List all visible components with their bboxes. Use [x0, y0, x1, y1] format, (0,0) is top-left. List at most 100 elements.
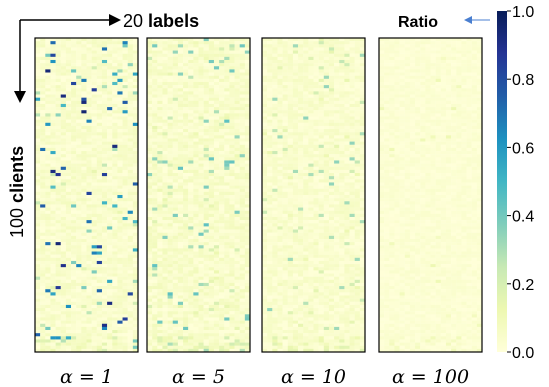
heatmap-cell — [172, 166, 179, 171]
heatmap-cell — [292, 160, 299, 164]
heatmap-cell — [122, 232, 128, 236]
heatmap-cell — [60, 63, 67, 67]
heatmap-cell — [277, 72, 283, 76]
heatmap-cell — [234, 38, 240, 42]
heatmap-cell — [239, 226, 245, 230]
heatmap-cell — [152, 122, 158, 127]
heatmap-cell — [65, 282, 72, 287]
heatmap-cell — [272, 132, 278, 136]
heatmap-cell — [183, 85, 189, 89]
heatmap-cell — [101, 223, 108, 227]
heatmap-cell — [81, 176, 87, 180]
heatmap-cell — [262, 125, 268, 130]
heatmap-cell — [91, 173, 97, 177]
heatmap-cell — [81, 56, 87, 61]
heatmap-cell — [60, 113, 67, 117]
heatmap-cell — [50, 308, 56, 312]
heatmap-cell — [198, 107, 204, 111]
heatmap-cell — [167, 289, 173, 293]
heatmap-cell — [292, 47, 299, 51]
heatmap-cell — [117, 141, 123, 145]
heatmap-cell — [152, 103, 158, 108]
heatmap-cell — [287, 163, 294, 167]
heatmap-cell — [91, 301, 97, 306]
heatmap-cell — [76, 47, 82, 51]
heatmap-cell — [127, 330, 133, 334]
heatmap-cell — [76, 113, 82, 117]
heatmap-cell — [339, 132, 345, 136]
heatmap-cell — [157, 141, 163, 145]
heatmap-cell — [152, 223, 158, 227]
heatmap-cell — [188, 88, 194, 92]
heatmap-cell — [277, 63, 283, 67]
heatmap-cell — [60, 47, 67, 51]
heatmap-cell — [101, 254, 108, 258]
heatmap-cell — [81, 304, 87, 309]
heatmap-cell — [172, 282, 179, 287]
heatmap-cell — [177, 78, 184, 83]
heatmap-cell — [213, 103, 220, 108]
heatmap-cell — [328, 169, 335, 174]
heatmap-cell — [339, 129, 345, 133]
heatmap-cell — [147, 163, 153, 167]
heatmap-cell — [50, 110, 56, 114]
heatmap-cell — [313, 59, 319, 64]
heatmap-cell — [198, 330, 204, 334]
heatmap-cell — [60, 38, 67, 42]
heatmap-cell — [239, 110, 245, 114]
heatmap-cell — [127, 238, 133, 243]
heatmap-cell — [229, 198, 235, 202]
heatmap-cell — [354, 160, 360, 164]
heatmap-cell — [96, 107, 103, 111]
heatmap-cell — [198, 226, 204, 230]
heatmap-cell — [298, 179, 304, 183]
heatmap-cell — [101, 289, 108, 293]
heatmap-cell — [65, 195, 72, 199]
heatmap-cell — [157, 116, 163, 120]
heatmap-cell — [71, 110, 77, 114]
heatmap-cell — [81, 47, 87, 51]
heatmap-cell — [239, 339, 245, 343]
heatmap-cell — [354, 125, 360, 130]
heatmap-cell — [86, 157, 92, 161]
heatmap-cell — [60, 185, 67, 189]
heatmap-cell — [349, 100, 355, 105]
heatmap-cell — [198, 132, 204, 136]
heatmap-cell — [112, 226, 118, 230]
heatmap-cell — [162, 41, 168, 45]
heatmap-cell — [219, 66, 225, 70]
heatmap-cell — [208, 216, 215, 221]
heatmap-cell — [71, 298, 77, 302]
heatmap-cell — [76, 223, 82, 227]
heatmap-cell — [208, 276, 215, 280]
heatmap-cell — [122, 342, 128, 346]
heatmap-cell — [35, 342, 41, 346]
heatmap-cell — [152, 163, 158, 167]
heatmap-cell — [117, 56, 123, 61]
heatmap-cell — [117, 270, 123, 274]
heatmap-cell — [193, 245, 199, 249]
heatmap-cell — [117, 260, 123, 265]
heatmap-cell — [91, 144, 97, 149]
heatmap-cell — [65, 141, 72, 145]
heatmap-cell — [172, 254, 179, 258]
heatmap-cell — [55, 213, 61, 218]
heatmap-cell — [328, 163, 335, 167]
heatmap-cell — [349, 41, 355, 45]
heatmap-cell — [323, 179, 330, 183]
heatmap-cell — [334, 173, 340, 177]
heatmap-cell — [172, 348, 179, 353]
heatmap-cell — [177, 336, 184, 340]
heatmap-cell — [344, 138, 350, 142]
heatmap-cell — [244, 330, 251, 334]
heatmap-cell — [71, 182, 77, 186]
heatmap-cell — [177, 173, 184, 177]
heatmap-cell — [91, 238, 97, 243]
heatmap-cell — [339, 179, 345, 183]
heatmap-cell — [193, 81, 199, 86]
heatmap-cell — [81, 182, 87, 186]
heatmap-cell — [177, 257, 184, 262]
heatmap-cell — [107, 59, 113, 64]
heatmap-cell — [65, 242, 72, 246]
heatmap-cell — [277, 138, 283, 142]
